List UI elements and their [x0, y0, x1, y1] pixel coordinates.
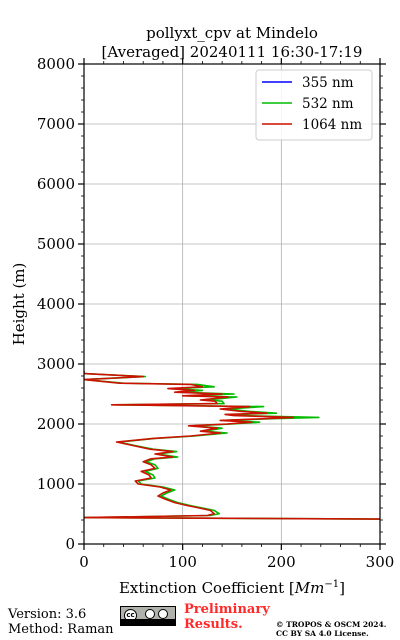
copyright-line1: © TROPOS & OSCM 2024.	[276, 620, 387, 629]
tick-labels: 0 100 200 300010002000300040005000600070008…	[37, 55, 395, 571]
x-tick-label: 200	[267, 553, 296, 571]
legend-label-1064-nm: 1064 nm	[302, 117, 362, 133]
series-lines	[84, 371, 380, 520]
cc-by-bar	[121, 619, 175, 625]
chart-title-line1: pollyxt_cpv at Mindelo	[146, 24, 318, 42]
x-axis-label-exponent: −1	[324, 579, 339, 590]
x-tick-label: 0	[79, 553, 89, 571]
series-line-1064-nm	[84, 371, 380, 520]
x-tick-label: 300	[366, 553, 395, 571]
chart-title-line2: [Averaged] 20240111 16:30-17:19	[102, 43, 363, 61]
sa-circle-icon	[158, 609, 168, 619]
y-tick-label: 0	[65, 535, 75, 553]
copyright-notice: © TROPOS & OSCM 2024. CC BY SA 4.0 Licen…	[276, 620, 386, 638]
y-tick-label: 1000	[37, 475, 75, 493]
cc-license-icon: cc	[120, 606, 176, 626]
x-tick-label: 100	[168, 553, 197, 571]
legend-label-355-nm: 355 nm	[302, 75, 354, 91]
x-axis-label-text: Extinction Coefficient [	[119, 579, 295, 597]
method-text: Method: Raman	[8, 622, 114, 637]
preliminary-line2: Results.	[184, 617, 243, 632]
legend-box	[255, 69, 373, 141]
x-axis-label: Extinction Coefficient [Mm−1]	[119, 579, 345, 597]
legend: 355 nm 532 nm 1064 nm	[255, 69, 373, 141]
version-text: Version: 3.6	[8, 607, 87, 622]
copyright-line2: CC BY SA 4.0 License.	[276, 629, 369, 638]
version-info: Version: 3.6 Method: Raman	[8, 607, 114, 637]
legend-label-532-nm: 532 nm	[302, 96, 354, 112]
x-axis-label-unit: Mm	[294, 579, 325, 597]
y-tick-label: 4000	[37, 295, 75, 313]
preliminary-line1: Preliminary	[184, 602, 270, 617]
y-tick-label: 6000	[37, 175, 75, 193]
x-axis-label-close: ]	[339, 579, 345, 597]
y-tick-label: 3000	[37, 355, 75, 373]
y-axis-label: Height (m)	[10, 263, 28, 346]
y-tick-label: 7000	[37, 115, 75, 133]
y-tick-label: 2000	[37, 415, 75, 433]
y-tick-label: 8000	[37, 55, 75, 73]
y-tick-label: 5000	[37, 235, 75, 253]
preliminary-notice: Preliminary Results.	[184, 602, 270, 632]
by-circle-icon	[145, 609, 155, 619]
axis-ticks	[78, 58, 386, 550]
